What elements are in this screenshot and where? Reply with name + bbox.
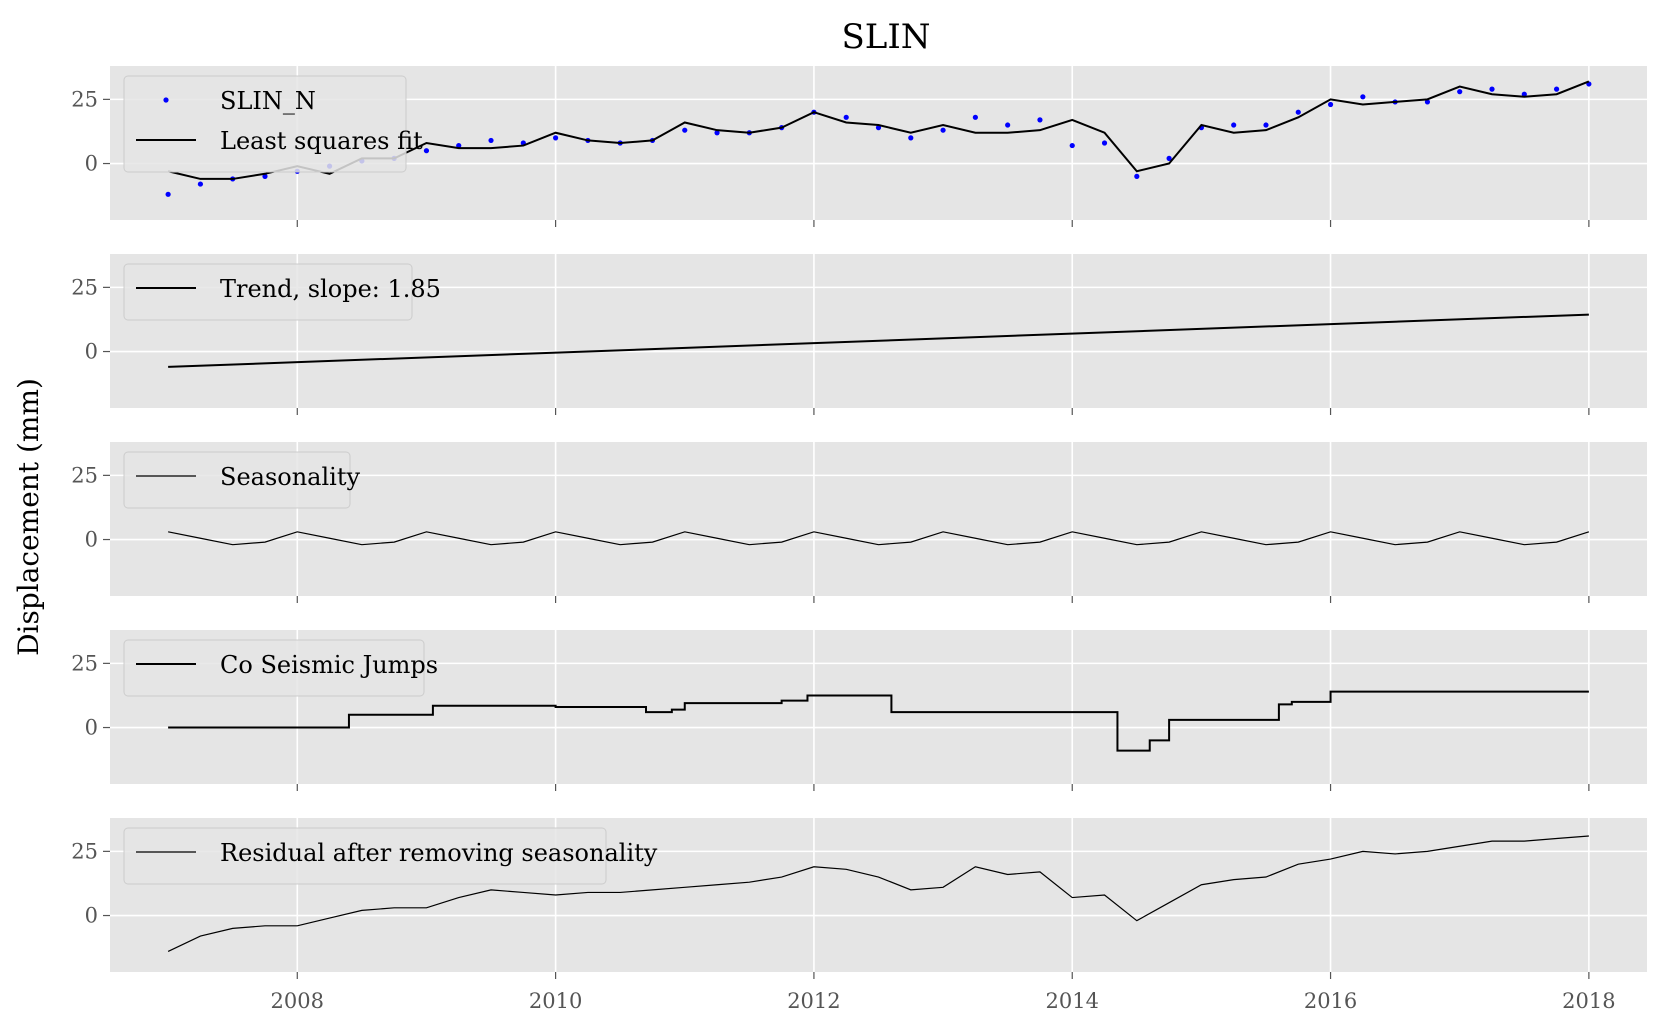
x-tick-label: 2010 [529, 989, 582, 1013]
x-tick-label: 2018 [1562, 989, 1615, 1013]
y-tick-label: 0 [85, 152, 98, 176]
data-point [1005, 122, 1011, 128]
panel-observed: 0 25 SLIN_N Least squares fit [71, 66, 1647, 227]
series-line [168, 531, 1590, 546]
legend: SLIN_N Least squares fit [123, 75, 423, 173]
data-point [1101, 140, 1108, 146]
y-tick-label: 0 [85, 716, 98, 740]
data-point [1166, 155, 1172, 161]
y-tick-label: 25 [71, 275, 98, 299]
data-point [1134, 173, 1140, 179]
series-line [168, 690, 1589, 752]
data-point [1457, 89, 1463, 95]
legend-label: SLIN_N [220, 87, 316, 115]
plot-area [110, 442, 1647, 596]
data-point [1424, 99, 1431, 105]
data-point [262, 173, 268, 179]
legend-box [123, 639, 425, 697]
data-point [1263, 122, 1269, 128]
y-axis-label: Displacement (mm) [12, 378, 45, 656]
legend-label: Seasonality [220, 463, 360, 491]
data-point [908, 135, 914, 141]
panel-trend: 0 25 Trend, slope: 1.85 [71, 254, 1647, 415]
x-tick-label: 2012 [787, 989, 840, 1013]
y-tick-label: 25 [71, 839, 98, 863]
data-point [1360, 94, 1366, 100]
data-point [1489, 86, 1495, 92]
y-tick-label: 0 [85, 528, 98, 552]
data-point [682, 127, 688, 133]
legend-box [123, 451, 351, 509]
data-point [553, 135, 559, 141]
x-tick-label: 2016 [1304, 989, 1357, 1013]
y-tick-label: 0 [85, 340, 98, 364]
data-point [940, 127, 946, 133]
data-point [1231, 122, 1237, 128]
series-group [168, 531, 1590, 546]
data-point [456, 142, 462, 149]
data-point [1069, 142, 1075, 149]
legend-box [123, 827, 607, 885]
y-tick-label: 25 [71, 651, 98, 675]
series-group [167, 835, 1589, 953]
legend: Trend, slope: 1.85 [123, 263, 441, 321]
legend: Seasonality [123, 451, 360, 509]
y-tick-label: 25 [71, 87, 98, 111]
panel-residual: 0 25 Residual after removing seasonality [71, 818, 1647, 979]
legend-marker [163, 97, 169, 103]
data-point [165, 191, 171, 197]
panel-seasonality: 0 25 Seasonality [71, 442, 1647, 603]
x-tick-label: 2014 [1046, 989, 1099, 1013]
data-point [1037, 117, 1043, 123]
data-point [1553, 86, 1560, 92]
series-group [168, 313, 1589, 368]
legend: Co Seismic Jumps [123, 639, 438, 697]
x-tick-label: 2008 [271, 989, 324, 1013]
data-point [1295, 109, 1301, 115]
data-point [714, 130, 720, 136]
legend-label: Trend, slope: 1.85 [220, 275, 441, 303]
data-point [1327, 101, 1334, 108]
legend-label: Residual after removing seasonality [220, 839, 658, 867]
legend-box [123, 75, 407, 173]
y-tick-label: 25 [71, 463, 98, 487]
data-point [488, 137, 494, 144]
series-line [167, 835, 1589, 953]
chart-title: SLIN [841, 17, 930, 57]
data-point [1521, 91, 1527, 97]
data-point [197, 181, 204, 187]
data-point [423, 148, 430, 154]
series-line [168, 313, 1589, 368]
panel-jumps: 0 25 Co Seismic Jumps [71, 630, 1647, 791]
y-tick-label: 0 [85, 904, 98, 928]
legend: Residual after removing seasonality [123, 827, 658, 885]
panels: 0 25 SLIN_N Least squares fit 0 25 Trend, slop… [71, 66, 1647, 979]
legend-label: Co Seismic Jumps [220, 651, 438, 679]
legend-label: Least squares fit [220, 127, 423, 155]
data-point [972, 114, 978, 120]
data-point [843, 114, 849, 120]
legend-box [123, 263, 413, 321]
series-group [168, 690, 1589, 752]
x-axis-ticks: 2008 2010 2012 2014 2016 2018 [271, 989, 1616, 1013]
